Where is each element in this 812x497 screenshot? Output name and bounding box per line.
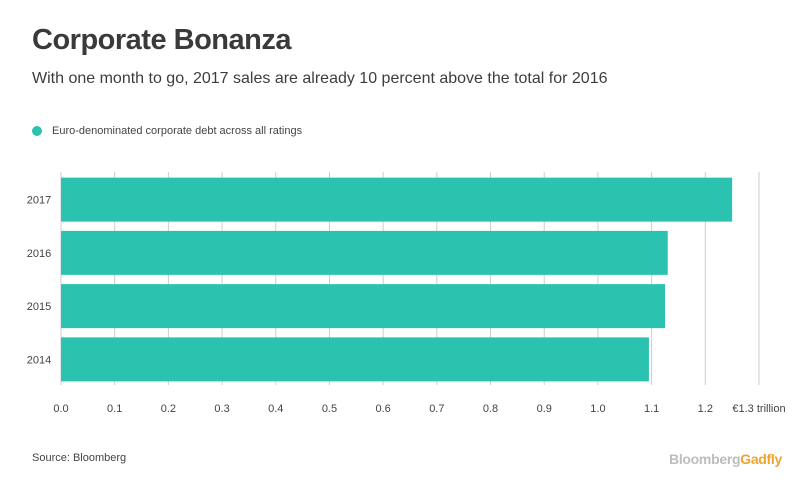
x-tick-label: 0.4 bbox=[268, 403, 283, 415]
x-tick-label: 1.0 bbox=[590, 403, 605, 415]
legend: Euro-denominated corporate debt across a… bbox=[32, 125, 302, 137]
chart-title: Corporate Bonanza bbox=[32, 24, 291, 56]
legend-swatch bbox=[32, 126, 42, 136]
x-tick-label: 0.8 bbox=[483, 403, 498, 415]
y-tick-label: 2017 bbox=[27, 195, 51, 207]
brand-accent: Gadfly bbox=[740, 451, 782, 467]
x-tick-label: 0.2 bbox=[161, 403, 176, 415]
y-tick-label: 2016 bbox=[27, 248, 51, 260]
y-tick-label: 2015 bbox=[27, 301, 51, 313]
bar bbox=[61, 337, 649, 382]
x-tick-label: 1.2 bbox=[698, 403, 713, 415]
bar bbox=[61, 284, 666, 329]
x-tick-label: 0.5 bbox=[322, 403, 337, 415]
x-tick-label: €1.3 trillion bbox=[732, 403, 785, 415]
bar bbox=[61, 230, 668, 275]
brand-logo: BloombergGadfly bbox=[669, 451, 782, 467]
bar bbox=[61, 177, 733, 222]
x-tick-label: 0.6 bbox=[376, 403, 391, 415]
x-tick-label: 0.9 bbox=[537, 403, 552, 415]
brand-main: Bloomberg bbox=[669, 451, 741, 467]
x-tick-label: 1.1 bbox=[644, 403, 659, 415]
x-tick-label: 0.7 bbox=[429, 403, 444, 415]
x-tick-label: 0.3 bbox=[214, 403, 229, 415]
x-tick-label: 0.0 bbox=[53, 403, 68, 415]
legend-label: Euro-denominated corporate debt across a… bbox=[52, 125, 303, 137]
y-tick-label: 2014 bbox=[27, 354, 51, 366]
chart-subtitle: With one month to go, 2017 sales are alr… bbox=[32, 70, 608, 87]
source-note: Source: Bloomberg bbox=[32, 452, 127, 464]
x-tick-label: 0.1 bbox=[107, 403, 122, 415]
